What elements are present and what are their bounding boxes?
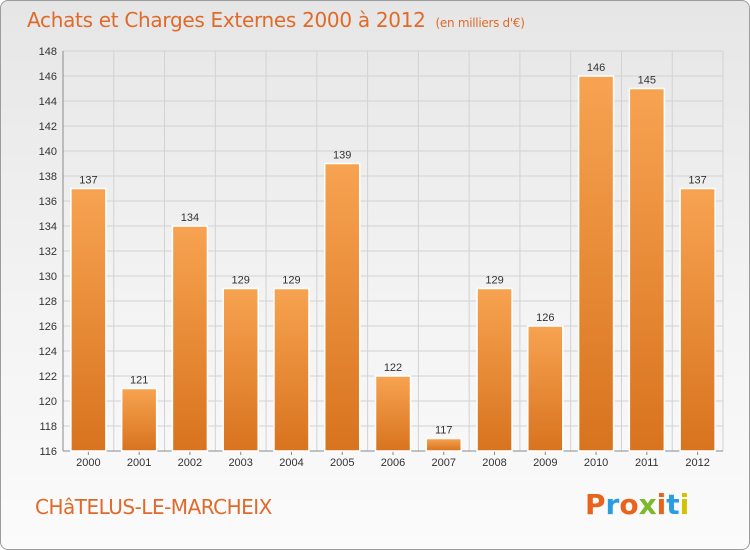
chart-subtitle: (en milliers d'€) bbox=[435, 16, 525, 30]
bar-2003 bbox=[222, 287, 259, 452]
data-label: 117 bbox=[435, 425, 453, 437]
y-tick-label: 126 bbox=[39, 321, 57, 333]
data-label: 137 bbox=[79, 175, 97, 187]
x-tick-label: 2005 bbox=[330, 457, 354, 469]
bar-2002 bbox=[171, 225, 209, 452]
y-tick-label: 138 bbox=[39, 171, 57, 183]
bar-2008 bbox=[476, 287, 513, 452]
chart-title: Achats et Charges Externes 2000 à 2012 (e… bbox=[27, 8, 525, 32]
x-tick-label: 2009 bbox=[533, 457, 557, 469]
data-label: 129 bbox=[282, 275, 300, 287]
y-tick-label: 146 bbox=[39, 71, 57, 83]
data-label: 145 bbox=[638, 75, 656, 87]
chart-title-text: Achats et Charges Externes 2000 à 2012 bbox=[27, 8, 426, 32]
y-tick-label: 140 bbox=[39, 146, 57, 158]
x-tick-label: 2004 bbox=[279, 457, 303, 469]
data-label: 129 bbox=[232, 275, 250, 287]
logo-letter: x bbox=[638, 488, 657, 521]
logo-letter: i bbox=[679, 488, 690, 521]
data-label: 121 bbox=[130, 375, 148, 387]
bar-2000 bbox=[70, 187, 107, 452]
x-tick-label: 2007 bbox=[432, 457, 456, 469]
y-tick-label: 134 bbox=[39, 221, 57, 233]
logo-letter: o bbox=[619, 488, 639, 521]
data-label: 122 bbox=[384, 362, 402, 374]
logo-letter: i bbox=[656, 488, 667, 521]
x-tick-label: 2002 bbox=[178, 457, 202, 469]
x-tick-label: 2000 bbox=[76, 457, 100, 469]
bars bbox=[70, 75, 716, 452]
y-tick-label: 136 bbox=[39, 196, 57, 208]
data-label: 146 bbox=[587, 62, 605, 74]
bar-2010 bbox=[577, 75, 615, 452]
bar-2011 bbox=[628, 87, 666, 452]
bar-2009 bbox=[527, 325, 564, 452]
y-tick-label: 116 bbox=[39, 446, 57, 458]
data-label: 139 bbox=[333, 150, 351, 162]
y-tick-label: 122 bbox=[39, 371, 57, 383]
logo-letter: t bbox=[666, 488, 680, 521]
bar-2012 bbox=[679, 187, 716, 452]
x-tick-label: 2001 bbox=[127, 457, 151, 469]
data-label: 137 bbox=[688, 175, 706, 187]
y-tick-label: 118 bbox=[39, 421, 57, 433]
y-tick-label: 130 bbox=[39, 271, 57, 283]
y-tick-label: 144 bbox=[39, 96, 57, 108]
y-tick-label: 128 bbox=[39, 296, 57, 308]
town-name: CHâTELUS-LE-MARCHEIX bbox=[35, 495, 272, 519]
x-tick-label: 2011 bbox=[635, 457, 659, 469]
proxiti-logo[interactable]: Proxiti bbox=[585, 488, 689, 521]
y-tick-label: 148 bbox=[39, 46, 57, 58]
bar-2006 bbox=[374, 375, 412, 452]
data-label: 129 bbox=[485, 275, 503, 287]
bar-2001 bbox=[120, 387, 158, 452]
data-label: 134 bbox=[181, 212, 199, 224]
x-tick-label: 2010 bbox=[584, 457, 608, 469]
y-tick-label: 120 bbox=[39, 396, 57, 408]
y-tick-label: 142 bbox=[39, 121, 57, 133]
logo-letter: P bbox=[585, 488, 606, 521]
x-tick-label: 2012 bbox=[685, 457, 709, 469]
data-label: 126 bbox=[536, 312, 554, 324]
y-tick-label: 132 bbox=[39, 246, 57, 258]
logo-letter: r bbox=[605, 488, 620, 521]
bar-2007 bbox=[425, 437, 463, 452]
bar-2005 bbox=[323, 162, 361, 452]
labels: 116 118 120 122 124 126 128 130 132 134 136 138 140 1… bbox=[39, 46, 710, 469]
y-tick-label: 124 bbox=[39, 346, 57, 358]
x-tick-label: 2008 bbox=[482, 457, 506, 469]
bar-2004 bbox=[273, 287, 310, 452]
x-tick-label: 2006 bbox=[381, 457, 405, 469]
x-tick-label: 2003 bbox=[228, 457, 252, 469]
